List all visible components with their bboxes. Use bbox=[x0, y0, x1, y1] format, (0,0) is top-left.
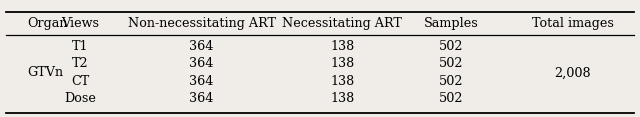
Text: 138: 138 bbox=[330, 92, 355, 105]
Text: 2,008: 2,008 bbox=[554, 66, 591, 79]
Text: 364: 364 bbox=[189, 92, 214, 105]
Text: Views: Views bbox=[61, 17, 99, 30]
Text: Total images: Total images bbox=[532, 17, 614, 30]
Text: T1: T1 bbox=[72, 40, 88, 53]
Text: 364: 364 bbox=[189, 75, 214, 88]
Text: 502: 502 bbox=[439, 75, 463, 88]
Text: 138: 138 bbox=[330, 40, 355, 53]
Text: Non-necessitating ART: Non-necessitating ART bbox=[127, 17, 276, 30]
Text: 364: 364 bbox=[189, 57, 214, 70]
Text: 138: 138 bbox=[330, 57, 355, 70]
Text: Necessitating ART: Necessitating ART bbox=[282, 17, 403, 30]
Text: Dose: Dose bbox=[64, 92, 96, 105]
Text: CT: CT bbox=[71, 75, 89, 88]
Text: 502: 502 bbox=[439, 40, 463, 53]
Text: GTVn: GTVn bbox=[27, 66, 63, 79]
Text: 502: 502 bbox=[439, 57, 463, 70]
Text: Organ: Organ bbox=[27, 17, 67, 30]
Text: Samples: Samples bbox=[424, 17, 479, 30]
Text: 364: 364 bbox=[189, 40, 214, 53]
Text: 502: 502 bbox=[439, 92, 463, 105]
Text: T2: T2 bbox=[72, 57, 88, 70]
Text: 138: 138 bbox=[330, 75, 355, 88]
